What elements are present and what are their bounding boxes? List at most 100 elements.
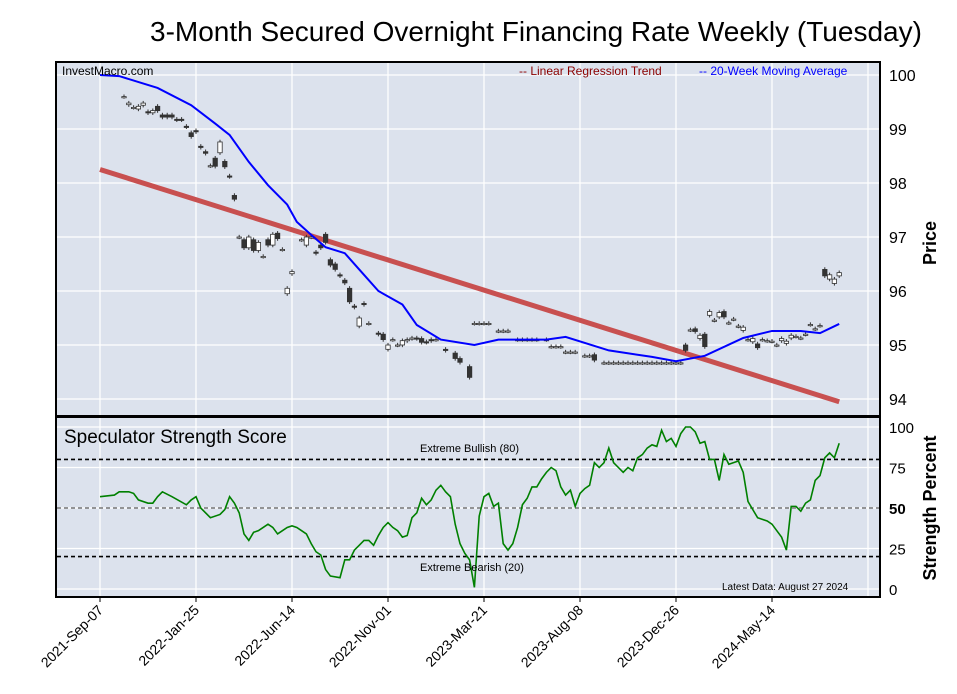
candlestick <box>827 272 833 282</box>
candlestick <box>711 318 718 323</box>
bearish-candle-body <box>250 239 257 251</box>
bearish-candle-body <box>169 114 175 118</box>
bullish-candle-body <box>130 107 137 110</box>
candlestick <box>654 360 660 365</box>
bullish-candle-body <box>836 272 842 277</box>
price-panel: InvestMacro.com -- Linear Regression Tre… <box>55 61 940 417</box>
bullish-candle-body <box>750 338 756 343</box>
bullish-candle-body <box>356 317 362 327</box>
bullish-candle-body <box>812 328 818 331</box>
candlestick <box>582 353 588 358</box>
bullish-candle-body <box>390 339 396 342</box>
candlestick <box>212 156 218 169</box>
candlestick <box>740 325 746 333</box>
bullish-candle-body <box>611 362 617 365</box>
candlestick <box>476 321 482 326</box>
date-tick-label: 2022-Jan-25 <box>135 602 202 669</box>
candlestick <box>303 234 310 248</box>
candlestick <box>721 309 727 320</box>
bearish-candle-body <box>222 160 228 168</box>
moving-average-line <box>99 74 840 363</box>
candlestick <box>351 303 358 310</box>
strength-axis-label: Strength Percent <box>920 435 940 580</box>
date-tick-label: 2021-Sep-07 <box>38 602 107 671</box>
candlestick <box>188 130 194 139</box>
bearish-candle-body <box>375 332 382 335</box>
bearish-candle-body <box>466 366 473 378</box>
candlestick <box>279 247 286 252</box>
linear-regression-trend-line <box>99 167 840 405</box>
candlestick <box>423 339 430 345</box>
candlestick <box>337 272 343 279</box>
price-tick-label: 100 <box>889 68 916 85</box>
candlestick <box>394 342 401 348</box>
bullish-candle-body <box>673 362 679 365</box>
bullish-candle-body <box>726 322 732 325</box>
bullish-candle-body <box>625 362 631 365</box>
bullish-candle-body <box>817 325 823 328</box>
bearish-candle-body <box>822 268 828 277</box>
price-grid <box>57 63 879 415</box>
candlestick <box>466 364 473 380</box>
bullish-candle-body <box>831 278 838 284</box>
bullish-candle-body <box>654 362 660 365</box>
candlestick <box>409 335 415 341</box>
bullish-candle-body <box>759 339 766 342</box>
candlestick <box>572 349 578 355</box>
candlestick <box>217 139 223 155</box>
candlestick <box>193 128 199 134</box>
candlestick <box>385 342 391 352</box>
candlestick <box>202 149 209 156</box>
candlestick <box>774 342 780 348</box>
threshold-lines <box>57 458 879 558</box>
bullish-candle-body <box>505 330 511 333</box>
chart-title: 3-Month Secured Overnight Financing Rate… <box>150 16 922 47</box>
bullish-candle-body <box>500 330 506 333</box>
bearish-candle-body <box>342 279 348 284</box>
bullish-candle-body <box>735 325 742 328</box>
candlestick <box>164 112 170 120</box>
date-tick-label: 2022-Nov-01 <box>326 602 395 671</box>
candlestick <box>322 232 329 245</box>
candlesticks <box>121 94 842 380</box>
candlestick <box>630 360 636 365</box>
bearish-candle-body <box>418 338 425 343</box>
candlestick <box>755 341 761 350</box>
bearish-candle-body <box>188 132 194 137</box>
bullish-candle-body <box>279 249 286 252</box>
strength-axis: 0 25 50 75 100 <box>889 420 914 599</box>
bullish-candle-body <box>303 236 310 246</box>
bullish-candle-body <box>366 322 372 325</box>
candlestick <box>457 356 463 365</box>
bearish-candle-body <box>702 333 708 348</box>
candlestick <box>159 112 165 120</box>
bullish-candle-body <box>207 165 213 168</box>
bullish-candle-body <box>481 322 487 325</box>
candlestick <box>822 267 828 279</box>
bullish-candle-body <box>659 362 665 365</box>
bullish-candle-body <box>409 337 415 340</box>
candlestick <box>606 360 612 365</box>
bullish-candle-body <box>779 338 785 342</box>
strength-tick-label: 100 <box>889 420 914 437</box>
bullish-candle-body <box>399 340 406 346</box>
candlestick <box>342 278 348 286</box>
candlestick <box>226 173 233 179</box>
watermark: InvestMacro.com <box>62 64 153 78</box>
candlestick <box>169 112 175 120</box>
candlestick <box>250 237 257 253</box>
date-axis: 2021-Sep-07 2022-Jan-25 2022-Jun-14 2022-No… <box>38 597 778 671</box>
candlestick <box>332 261 338 272</box>
candlestick <box>683 342 689 353</box>
bearish-candle-body <box>442 348 449 351</box>
date-tick-label: 2023-Dec-26 <box>614 602 683 671</box>
candlestick <box>500 328 506 334</box>
bullish-candle-body <box>807 324 814 327</box>
bearish-candle-body <box>183 125 189 128</box>
bearish-candle-body <box>457 358 463 363</box>
candlestick <box>558 344 564 349</box>
price-tick-label: 94 <box>889 392 907 409</box>
price-panel-background <box>56 62 880 416</box>
candlestick <box>361 301 367 307</box>
